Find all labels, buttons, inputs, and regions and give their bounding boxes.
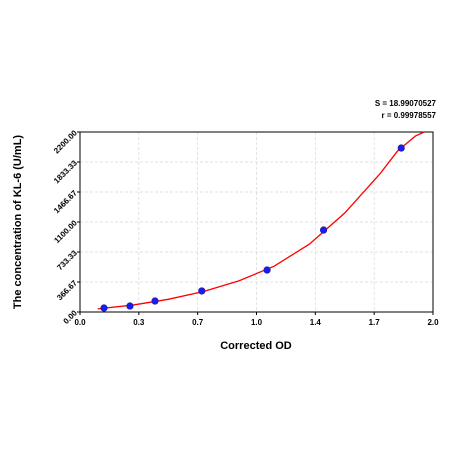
point	[198, 287, 206, 295]
plot-frame	[79, 131, 434, 313]
x-tick-label: 1.4	[310, 318, 322, 327]
point	[126, 302, 134, 310]
annotation: S = 18.99070527	[375, 99, 437, 108]
fit-curve	[97, 131, 425, 310]
x-tick-label: 1.7	[369, 318, 381, 327]
y-axis-label: The concentration of KL-6 (U/mL)	[12, 135, 24, 310]
x-axis-label: Corrected OD	[220, 340, 292, 352]
point	[319, 226, 328, 234]
x-tick-label: 0.0	[74, 318, 86, 327]
point	[397, 144, 405, 152]
y-tick-label: 1466.67	[52, 188, 79, 215]
x-tick-label: 0.7	[192, 318, 204, 327]
point	[100, 304, 108, 312]
y-tick-label: 733.33	[55, 248, 79, 272]
annotation: r = 0.99978557	[382, 111, 437, 120]
x-tick-label: 1.0	[251, 318, 263, 327]
y-tick-label: 366.67	[55, 278, 79, 302]
y-tick-label: 1833.33	[52, 158, 79, 185]
point	[151, 297, 159, 305]
x-tick-label: 0.3	[133, 318, 145, 327]
y-tick-label: 2200.00	[52, 128, 79, 155]
point	[263, 266, 271, 274]
y-tick-label: 1100.00	[52, 218, 79, 245]
x-tick-label: 2.0	[427, 318, 439, 327]
